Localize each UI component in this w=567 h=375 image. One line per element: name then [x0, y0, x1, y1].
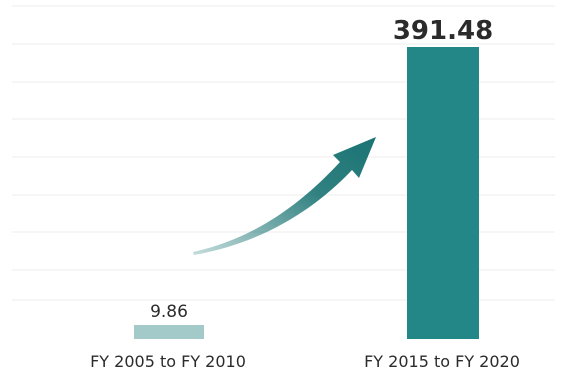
data-labels: 9.86 391.48	[150, 16, 493, 322]
bars	[134, 47, 479, 339]
bar-1	[407, 47, 479, 339]
x-tick-label-0: FY 2005 to FY 2010	[90, 352, 246, 371]
data-label-1: 391.48	[393, 16, 493, 46]
x-tick-label-1: FY 2015 to FY 2020	[364, 352, 520, 371]
bar-0	[134, 325, 204, 339]
x-axis-tick-labels: FY 2005 to FY 2010 FY 2015 to FY 2020	[90, 352, 520, 371]
data-label-0: 9.86	[150, 302, 188, 322]
gridlines	[12, 5, 555, 301]
growth-arrow-icon	[193, 137, 376, 255]
